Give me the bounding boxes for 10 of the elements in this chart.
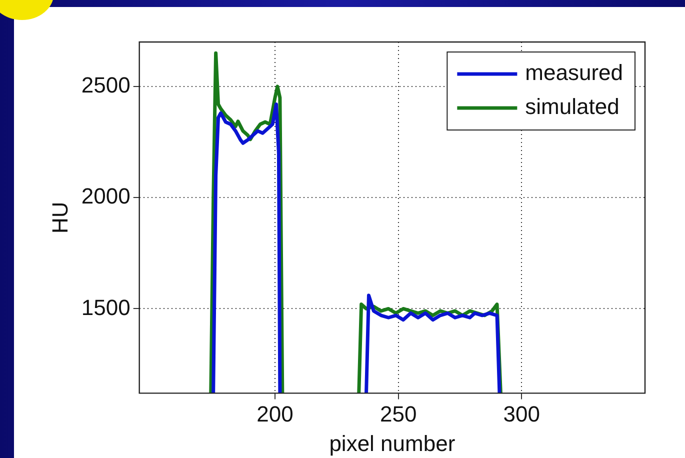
y-tick-label: 1500 [81, 294, 130, 320]
x-tick-label: 250 [380, 401, 417, 426]
y-tick-label: 2000 [81, 184, 130, 209]
x-tick-label: 300 [503, 401, 540, 426]
y-axis-title: HU [47, 202, 72, 234]
legend-label: simulated [525, 94, 620, 120]
y-tick-label: 2500 [81, 72, 130, 98]
legend-label: measured [525, 60, 624, 86]
x-axis-title: pixel number [329, 430, 456, 456]
x-tick-label: 200 [256, 401, 294, 426]
